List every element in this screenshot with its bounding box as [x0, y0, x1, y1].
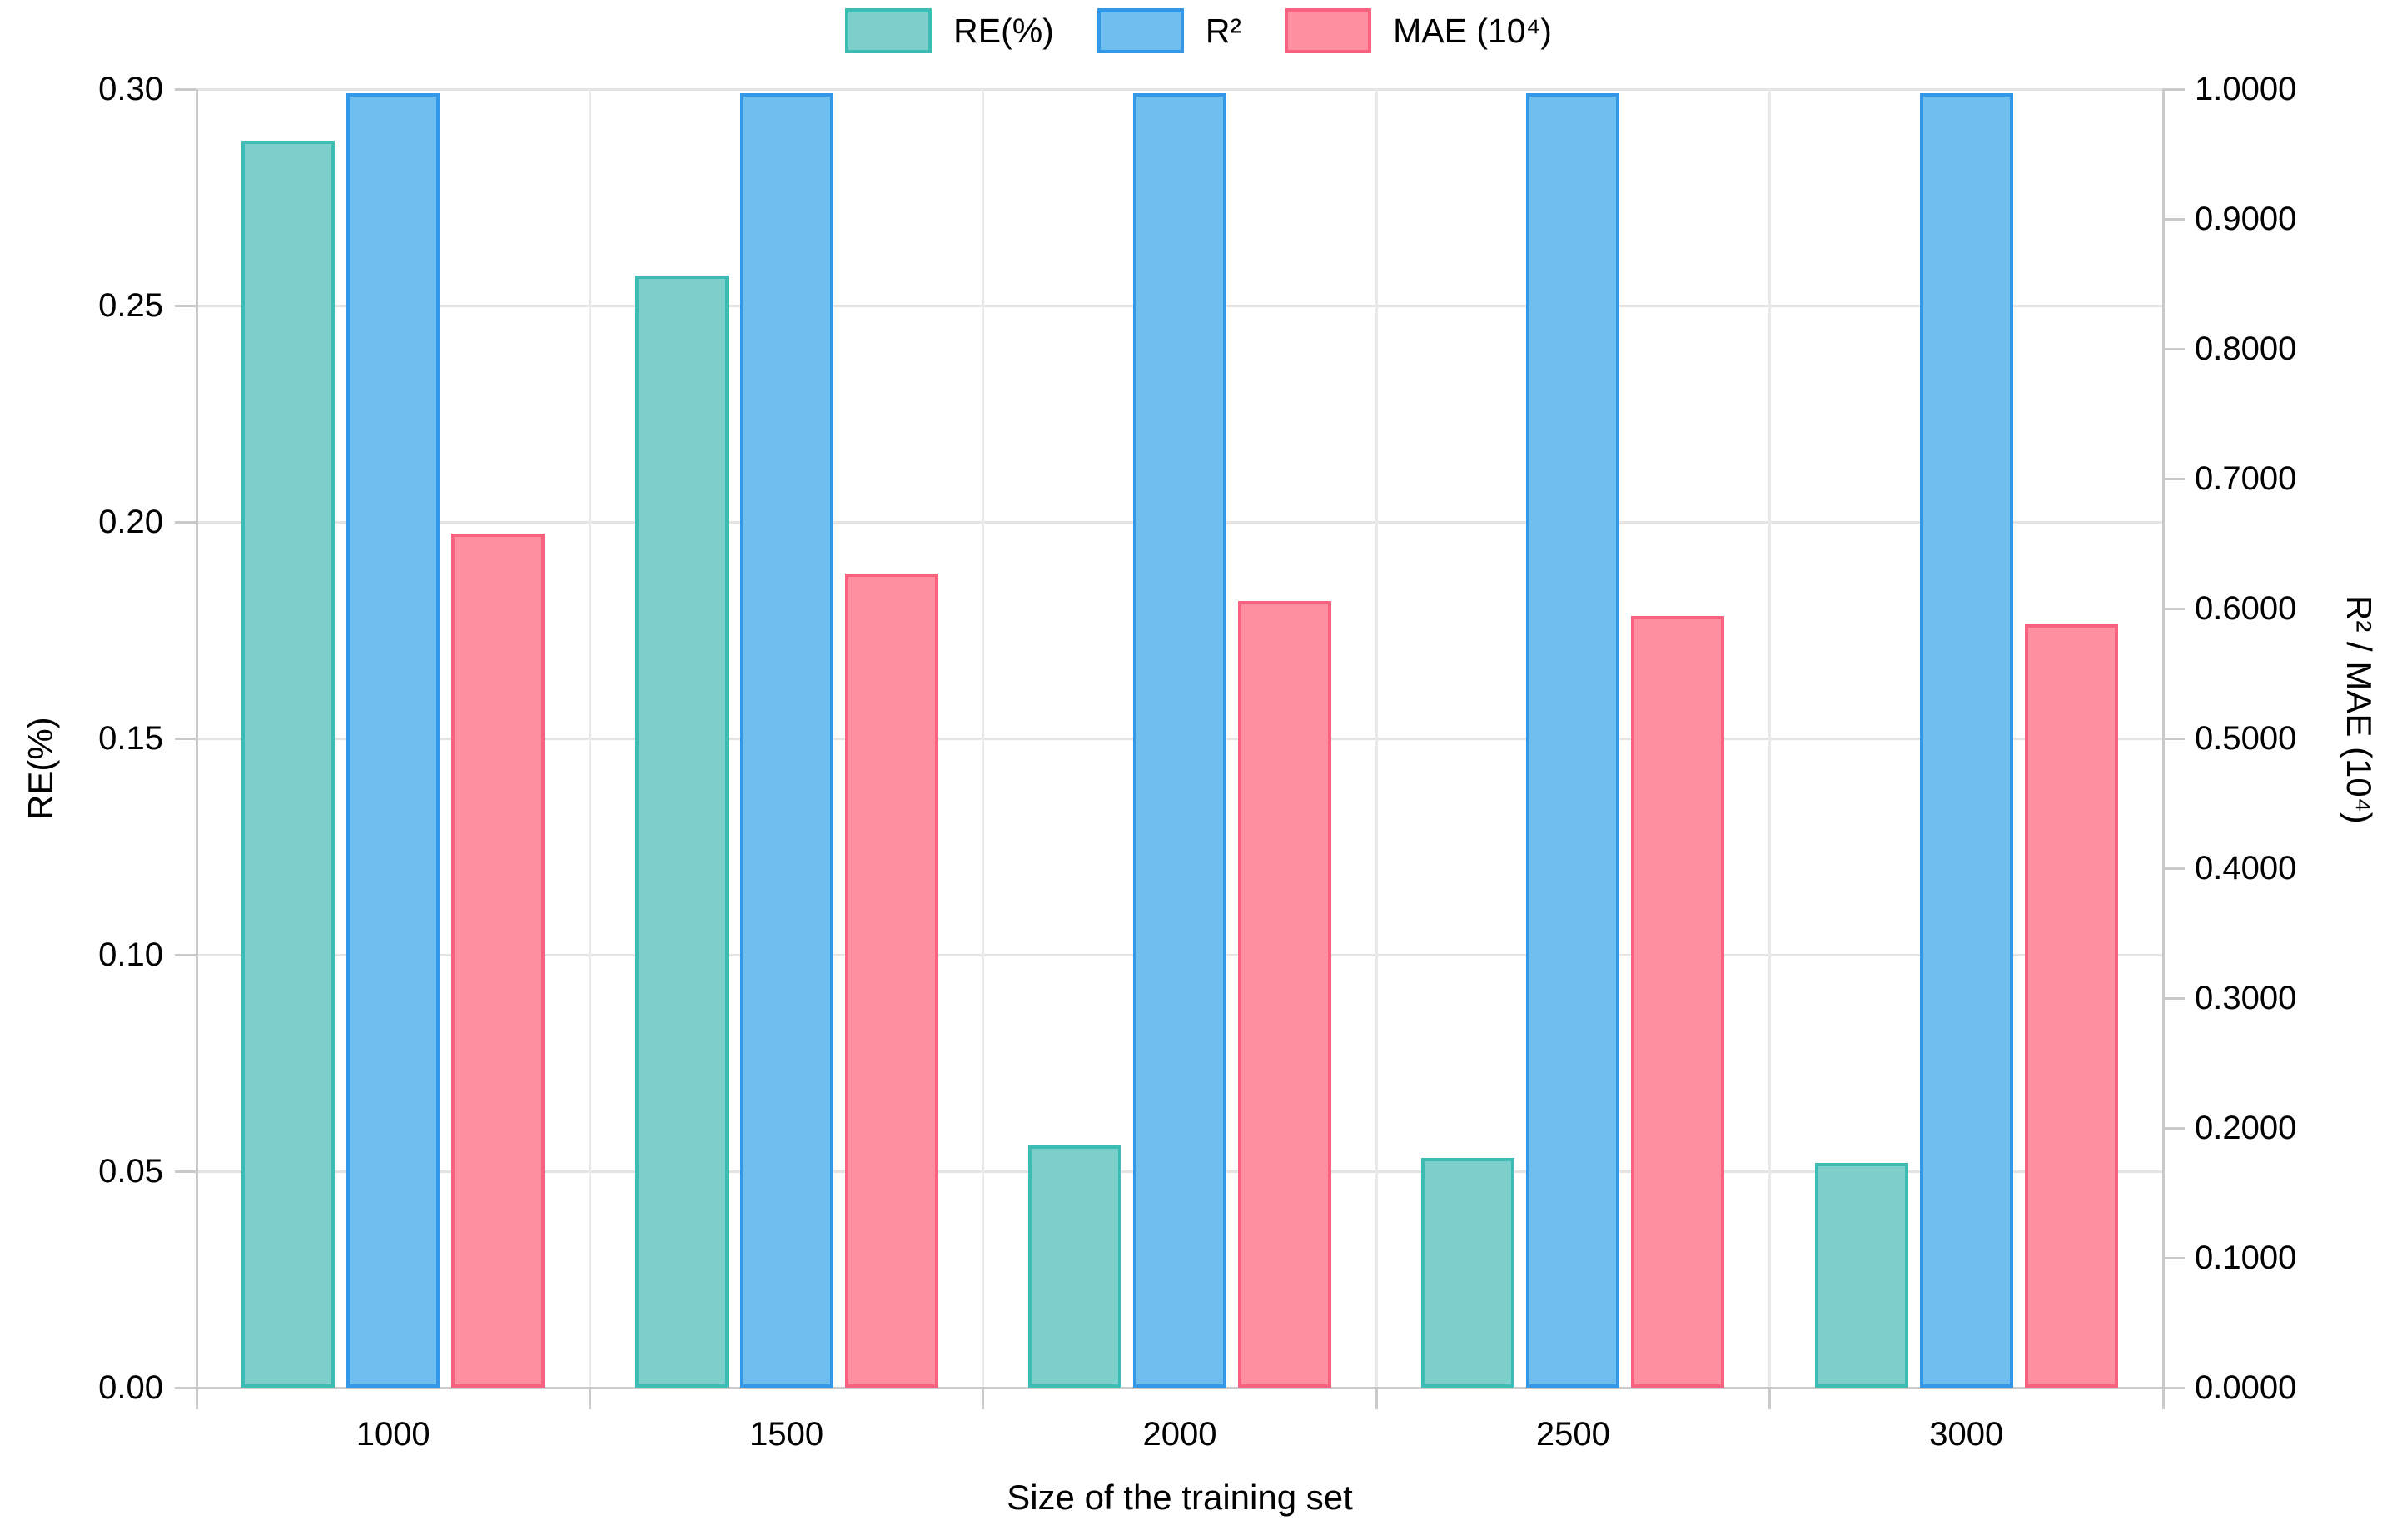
legend-swatch-re [845, 8, 932, 53]
x-tick-label: 2500 [1535, 1416, 1610, 1453]
bar-RE(%)-2000 [1028, 1145, 1121, 1388]
y-tick-left [175, 1386, 196, 1389]
legend-swatch-mae [1285, 8, 1372, 53]
y-tick-label-left: 0.15 [98, 720, 163, 757]
y-tick-right [2163, 1126, 2185, 1130]
bar-RE(%)-1000 [241, 141, 336, 1388]
y-tick-right [2163, 867, 2185, 870]
y-tick-label-right: 0.6000 [2195, 590, 2297, 627]
legend-label-r2: R² [1205, 11, 1242, 50]
gridline-v [588, 89, 591, 1388]
y-tick-left [175, 520, 196, 524]
legend-item-r2: R² [1097, 8, 1241, 53]
gridline-h [196, 87, 2163, 91]
bar-MAE(10⁴)-3000 [2024, 623, 2118, 1388]
bar-RE(%)-1500 [634, 275, 729, 1388]
x-tick-label: 1500 [749, 1416, 824, 1453]
y-tick-label-right: 0.5000 [2195, 720, 2297, 757]
legend-item-mae: MAE (10⁴) [1285, 8, 1552, 53]
gridline-v [982, 89, 985, 1388]
x-tick-label: 2000 [1142, 1416, 1217, 1453]
x-tick [588, 1388, 591, 1409]
y-tick-right [2163, 996, 2185, 1000]
y-tick-label-right: 1.0000 [2195, 71, 2297, 107]
y-tick-label-right: 0.8000 [2195, 330, 2297, 367]
y-tick-label-left: 0.25 [98, 287, 163, 324]
x-axis-title: Size of the training set [1007, 1478, 1353, 1517]
y-tick-label-left: 0.20 [98, 504, 163, 540]
y-tick-right [2163, 347, 2185, 350]
x-tick [1375, 1388, 1378, 1409]
y-tick-label-left: 0.10 [98, 936, 163, 973]
gridline-v [1375, 89, 1378, 1388]
bar-RE(%)-3000 [1814, 1162, 1908, 1388]
y-tick-label-right: 0.4000 [2195, 850, 2297, 887]
y-tick-left [175, 304, 196, 307]
x-tick [1768, 1388, 1772, 1409]
y-tick-left [175, 953, 196, 956]
y-tick-label-right: 0.9000 [2195, 201, 2297, 237]
legend-swatch-r2 [1097, 8, 1184, 53]
bar-RE(%)-2500 [1421, 1158, 1515, 1388]
gridline-v [1768, 89, 1772, 1388]
y-axis-line-left [195, 89, 198, 1388]
y-tick-label-right: 0.1000 [2195, 1239, 2297, 1276]
x-tick-label: 1000 [356, 1416, 430, 1453]
y-tick-left [175, 1170, 196, 1173]
y-tick-right [2163, 477, 2185, 480]
x-tick [195, 1388, 198, 1409]
y-tick-left [175, 87, 196, 91]
bar-MAE(10⁴)-2500 [1631, 616, 1725, 1388]
bar-R²-2000 [1133, 92, 1226, 1388]
y-tick-label-right: 0.2000 [2195, 1110, 2297, 1146]
y-tick-right [2163, 217, 2185, 221]
y-tick-label-left: 0.05 [98, 1153, 163, 1190]
bar-R²-2500 [1526, 92, 1620, 1388]
y-tick-label-left: 0.00 [98, 1369, 163, 1406]
y-tick-label-left: 0.30 [98, 71, 163, 107]
bar-MAE(10⁴)-1000 [451, 533, 545, 1388]
bar-MAE(10⁴)-2000 [1238, 600, 1331, 1388]
bar-R²-1500 [739, 92, 833, 1388]
bar-R²-3000 [1919, 92, 2013, 1388]
x-axis-line [196, 1386, 2163, 1389]
x-tick [982, 1388, 985, 1409]
y-tick-label-right: 0.7000 [2195, 460, 2297, 497]
legend-label-re: RE(%) [953, 11, 1054, 50]
x-tick [2161, 1388, 2165, 1409]
legend-item-re: RE(%) [845, 8, 1054, 53]
y-tick-right [2163, 607, 2185, 610]
y-axis-title-right: R² / MAE (10⁴) [2340, 595, 2379, 824]
x-tick-label: 3000 [1929, 1416, 2004, 1453]
y-tick-right [2163, 87, 2185, 91]
y-axis-line-right [2161, 89, 2165, 1388]
y-tick-label-right: 0.3000 [2195, 980, 2297, 1016]
y-tick-left [175, 737, 196, 740]
bar-MAE(10⁴)-1500 [844, 573, 938, 1388]
y-tick-right [2163, 1386, 2185, 1389]
y-tick-right [2163, 737, 2185, 740]
y-tick-label-right: 0.0000 [2195, 1369, 2297, 1406]
chart-legend: RE(%) R² MAE (10⁴) [0, 8, 2397, 53]
bar-R²-1000 [346, 92, 440, 1388]
y-tick-right [2163, 1256, 2185, 1259]
legend-label-mae: MAE (10⁴) [1393, 11, 1552, 50]
